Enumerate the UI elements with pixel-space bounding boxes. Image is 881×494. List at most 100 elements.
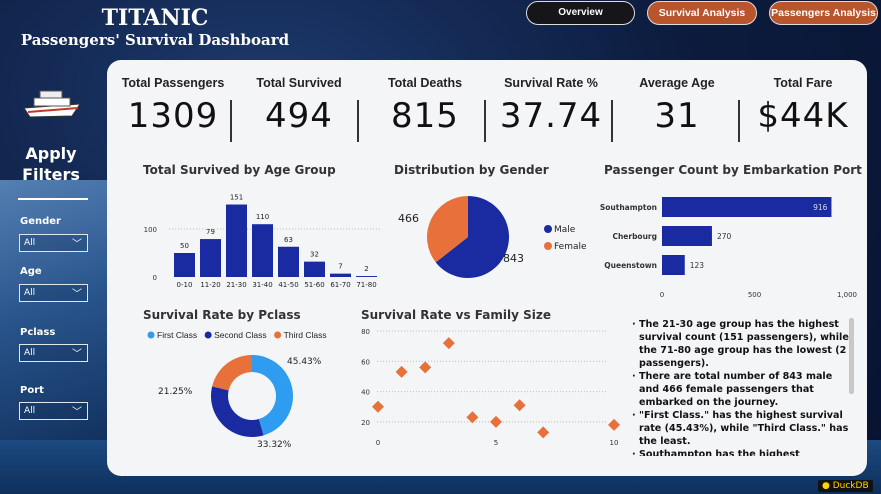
pclass-chart-title: Survival Rate by Pclass [143,308,301,322]
filter-age-dropdown[interactable]: All ﹀ [19,284,88,302]
y-tick-label: 0 [153,274,157,282]
insight-item: There are total number of 843 male and 4… [631,370,853,409]
y-tick-label: 40 [361,389,370,397]
scatter-point [372,400,384,413]
data-label: 916 [813,203,828,212]
scatter-point [537,426,550,439]
divider [18,198,88,200]
data-label: 50 [180,242,189,250]
kpi-card: Total Survived 494 [236,76,362,136]
filter-port-label: Port [20,385,44,396]
badge-label: DuckDB [832,481,869,491]
x-tick-label: 0 [660,291,664,299]
data-label: 63 [284,236,293,244]
data-label: 270 [717,232,732,241]
chevron-down-icon: ﹀ [72,349,82,360]
x-tick-label: 10 [610,439,619,447]
legend-label: First Class [157,330,197,340]
chevron-down-icon: ﹀ [72,289,82,300]
age-chart-title: Total Survived by Age Group [143,163,336,177]
dashboard-title: TITANIC [101,5,209,31]
y-tick-label: Southampton [600,203,657,212]
kpi-label: Total Passengers [121,76,225,90]
kpi-divider [484,100,486,142]
donut-slice [252,355,293,436]
kpi-label: Total Deaths [387,76,463,90]
chevron-down-icon: ﹀ [72,407,82,418]
y-tick-label: 60 [361,358,370,366]
data-label: 33.32% [257,440,292,450]
x-tick-label: 5 [494,439,498,447]
bar [662,255,685,275]
x-tick-label: 61-70 [330,281,350,289]
y-tick-label: 100 [144,226,157,234]
kpi-value: 31 [654,96,700,136]
kpi-card: Total Passengers 1309 [110,76,236,136]
scatter-point [490,415,502,428]
dashboard-subtitle: Passengers' Survival Dashboard [20,31,290,49]
scatter-point [419,361,432,374]
filter-port-dropdown[interactable]: All ﹀ [19,402,88,420]
data-label: 7 [338,263,342,271]
bar [330,273,351,277]
filter-value: All [24,288,36,298]
data-label: 123 [690,261,705,270]
port-chart-title: Passenger Count by Embarkation Port [604,163,862,177]
data-label: 110 [256,213,269,221]
dashboard-card: Total Passengers 1309 Total Survived 494 Tot… [107,60,867,476]
filter-gender-dropdown[interactable]: All ﹀ [19,234,88,252]
family-chart-title: Survival Rate vs Family Size [361,308,551,322]
kpi-value: 1309 [127,96,219,136]
legend-marker [147,331,155,339]
chevron-down-icon: ﹀ [72,239,82,250]
x-tick-label: 0 [376,439,380,447]
charts-layer: 0100500-107911-2015121-3011031-406341-50… [144,194,857,450]
kpi-divider [230,100,232,142]
x-tick-label: 0-10 [177,281,193,289]
data-label: 21.25% [158,387,193,397]
kpi-card: Average Age 31 [614,76,740,136]
gender-chart-title: Distribution by Gender [394,163,549,177]
insights-scrollbar[interactable] [849,318,854,394]
nav-passengers-analysis-button[interactable]: Passengers Analysis [769,1,878,25]
data-label: 32 [310,251,319,259]
duckdb-badge: ● DuckDB [818,480,873,492]
bar [356,276,377,277]
legend-label: Male [554,225,576,235]
bar [278,246,299,277]
kpi-card: Survival Rate % 37.74 [488,76,614,136]
bar [662,226,712,246]
bar [662,197,832,217]
kpi-label: Survival Rate % [504,76,598,90]
y-tick-label: 80 [361,328,370,336]
scatter-point [608,418,620,431]
filter-pclass-label: Pclass [20,327,56,338]
insight-item: "First Class." has the highest survival … [631,409,853,448]
donut-slice [212,355,252,391]
kpi-value: 494 [265,96,333,136]
legend-marker [544,225,552,233]
kpi-label: Total Survived [256,76,342,90]
scatter-point [442,337,455,350]
data-label: 45.43% [287,357,322,367]
insight-item: The 21-30 age group has the highest surv… [631,318,853,370]
legend-marker [274,331,282,339]
data-label: 2 [364,265,368,273]
kpi-divider [738,100,740,142]
kpi-card: Total Deaths 815 [362,76,488,136]
kpi-value: 815 [391,96,459,136]
scatter-point [513,399,526,412]
insights-text: The 21-30 age group has the highest surv… [631,318,853,456]
bar [226,204,247,277]
x-tick-label: 31-40 [252,281,272,289]
nav-survival-analysis-button[interactable]: Survival Analysis [647,1,757,25]
x-tick-label: 71-80 [356,281,376,289]
scatter-point [395,365,408,378]
filter-age-label: Age [20,266,42,277]
filter-pclass-dropdown[interactable]: All ﹀ [19,344,88,362]
scatter-point [466,411,479,424]
bar [174,253,195,277]
nav-overview-button[interactable]: Overview [526,1,635,25]
kpi-divider [611,100,613,142]
data-label: 843 [503,252,524,265]
